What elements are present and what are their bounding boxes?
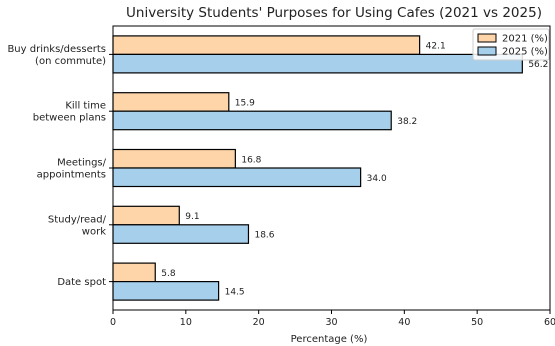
data-label-2021: 42.1 xyxy=(426,42,446,52)
bar-2021 xyxy=(112,205,180,226)
bar-2025 xyxy=(112,53,523,74)
bar-2021 xyxy=(112,92,230,112)
category-label: Buy drinks/desserts (on commute) xyxy=(7,44,106,67)
x-tick-label: 40 xyxy=(398,317,410,328)
data-label-2021: 9.1 xyxy=(185,212,199,222)
data-label-2025: 14.5 xyxy=(225,287,245,297)
bar-2021 xyxy=(112,262,156,283)
legend-swatch xyxy=(477,46,497,56)
legend-label: 2025 (%) xyxy=(502,47,548,58)
chart-title: University Students' Purposes for Using … xyxy=(126,5,542,21)
data-label-2025: 34.0 xyxy=(367,174,387,184)
x-tick-label: 10 xyxy=(180,317,192,328)
x-tick-label: 50 xyxy=(471,317,483,328)
category-label: Date spot xyxy=(57,277,106,288)
legend-swatch xyxy=(477,33,497,43)
x-tick-label: 30 xyxy=(325,317,337,328)
x-tick-label: 60 xyxy=(544,317,555,328)
bar-2025 xyxy=(112,167,362,188)
plot-area: 0 10 20 30 40 50 60 Buy drinks/desserts (on comm… xyxy=(7,25,555,328)
category-label: Study/read/work xyxy=(48,214,107,237)
bar-2025 xyxy=(112,224,250,244)
category-label: Meetings/appointments xyxy=(37,158,107,181)
data-label-2021: 16.8 xyxy=(241,155,261,165)
bar-2021 xyxy=(112,35,421,56)
bar-2025 xyxy=(112,110,392,131)
bar-2025 xyxy=(112,281,220,301)
data-label-2021: 5.8 xyxy=(161,269,176,279)
x-tick-label: 0 xyxy=(110,317,116,328)
data-label-2025: 38.2 xyxy=(397,117,417,127)
data-label-2025: 18.6 xyxy=(254,231,274,241)
x-tick-label: 20 xyxy=(253,317,265,328)
bar-2021 xyxy=(112,148,236,169)
x-axis-label: Percentage (%) xyxy=(291,334,368,345)
data-label-2025: 56.2 xyxy=(528,60,548,70)
category-label: Kill time between plans xyxy=(33,101,106,124)
legend: 2021 (%) 2025 (%) xyxy=(472,28,550,61)
data-label-2021: 15.9 xyxy=(235,98,255,108)
legend-label: 2021 (%) xyxy=(502,34,548,45)
